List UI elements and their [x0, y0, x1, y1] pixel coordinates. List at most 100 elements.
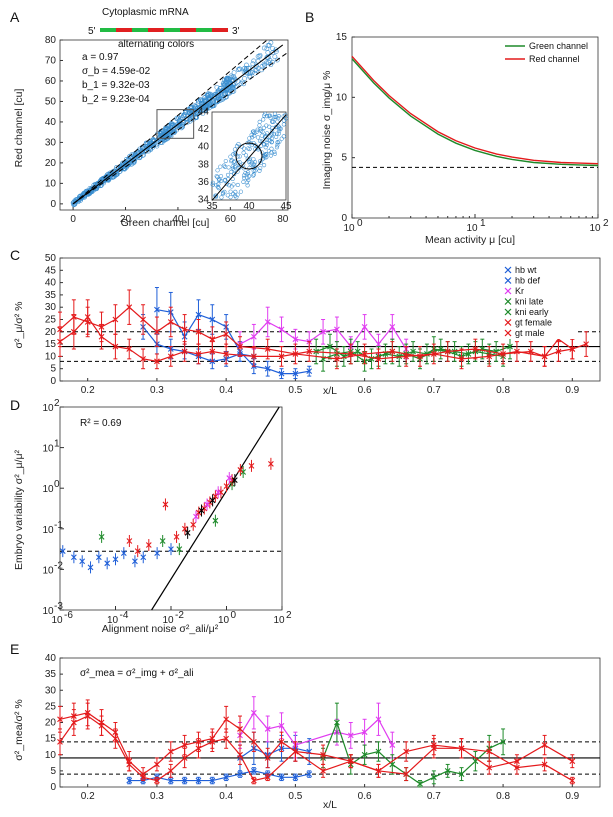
inset-point	[266, 113, 272, 118]
data-marker	[198, 507, 205, 514]
data-marker	[209, 777, 216, 784]
data-marker	[84, 713, 91, 719]
inset-point	[225, 193, 230, 198]
inset-point	[264, 152, 269, 157]
inset-point	[210, 180, 215, 185]
scatter-point	[261, 45, 267, 51]
inset-point	[238, 189, 244, 194]
inset-point	[257, 138, 263, 144]
data-marker	[162, 501, 169, 508]
x-tick-label: 0.3	[150, 791, 164, 802]
y-tick-label: 35	[45, 290, 57, 301]
data-marker	[223, 483, 230, 490]
inset-point	[272, 151, 278, 156]
data-marker	[361, 323, 368, 330]
data-marker	[250, 767, 257, 774]
series-line	[156, 309, 310, 375]
scatter-point	[185, 119, 190, 125]
data-marker	[320, 751, 326, 758]
data-marker	[514, 348, 520, 355]
x-tick-label: 0.6	[358, 385, 372, 396]
inset-point	[275, 143, 280, 148]
data-marker	[167, 748, 174, 755]
data-marker	[212, 517, 219, 524]
panel-d-r2: R² = 0.69	[80, 418, 122, 429]
x-tick-label: 10	[107, 615, 119, 626]
x-tick-label: 0.7	[427, 791, 441, 802]
y-tick-label: 0	[341, 213, 347, 224]
data-marker	[223, 331, 230, 338]
y-tick-label: 10	[42, 606, 54, 617]
series-gt-female	[57, 699, 576, 782]
panel-e-xlabel: x/L	[323, 799, 337, 811]
inset-point	[251, 168, 256, 173]
data-marker	[396, 353, 403, 360]
data-marker	[410, 348, 416, 355]
scatter-point	[150, 144, 156, 150]
inset-y-tick-label: 40	[198, 142, 210, 153]
data-marker	[458, 771, 465, 777]
data-marker	[120, 550, 127, 557]
inset-y-tick-label: 42	[198, 124, 210, 135]
inset-point	[272, 149, 277, 154]
x-tick-exponent: -6	[64, 610, 73, 621]
data-marker	[292, 336, 299, 343]
scatter-point	[176, 115, 181, 121]
data-marker	[134, 548, 141, 555]
y-tick-label: 10	[42, 484, 54, 495]
axes-frame	[59, 39, 289, 211]
data-marker	[215, 489, 222, 496]
inset-point	[228, 154, 233, 159]
data-marker	[195, 351, 202, 357]
annotation-b1: b_1 = 9.32e-03	[82, 80, 150, 91]
data-marker	[375, 767, 382, 774]
scatter-point	[237, 66, 242, 72]
data-marker	[190, 521, 197, 528]
data-marker	[306, 771, 313, 777]
zoom-box	[156, 109, 195, 139]
y-tick-label: 5	[50, 766, 56, 777]
x-tick-label: 10	[466, 223, 478, 234]
y-tick-label: 10	[42, 565, 54, 576]
scatter-point	[158, 131, 164, 137]
identity-line	[151, 406, 280, 611]
inset-point	[245, 175, 250, 180]
scatter-point	[231, 70, 237, 76]
scatter-point	[227, 90, 233, 96]
inset-point	[252, 165, 257, 171]
x-tick-exponent: 0	[231, 610, 237, 621]
data-marker	[403, 771, 410, 777]
legend-marker	[504, 308, 512, 316]
x-tick-label: 0.4	[219, 385, 233, 396]
data-marker	[250, 353, 257, 360]
y-tick-label: 50	[45, 96, 57, 107]
inset-point	[253, 168, 258, 173]
inset-point	[215, 168, 220, 173]
y-tick-label: 0	[50, 199, 56, 210]
data-marker	[168, 546, 174, 552]
data-marker	[209, 497, 216, 504]
y-tick-label: 10	[42, 525, 54, 536]
scatter-point	[229, 84, 234, 90]
data-marker	[500, 738, 506, 745]
inset-point	[233, 163, 238, 169]
x-tick-label: 0.4	[219, 791, 233, 802]
scatter-point	[264, 55, 270, 60]
inset-point	[221, 163, 227, 168]
inset-point	[272, 111, 278, 117]
inset-point	[275, 119, 280, 124]
inset-point	[257, 168, 262, 173]
scatter-point	[268, 40, 274, 46]
x-tick-label: 60	[225, 214, 237, 225]
data-marker	[375, 341, 382, 347]
inset-point	[270, 128, 275, 133]
scatter-point	[99, 176, 104, 182]
inset-point	[269, 146, 274, 151]
legend-red-channel: Red channel	[529, 54, 580, 64]
data-marker	[361, 729, 368, 736]
legend-label: hb def	[515, 276, 541, 286]
inset-point	[246, 146, 251, 151]
inset-point	[275, 140, 280, 145]
series-line	[239, 711, 393, 746]
